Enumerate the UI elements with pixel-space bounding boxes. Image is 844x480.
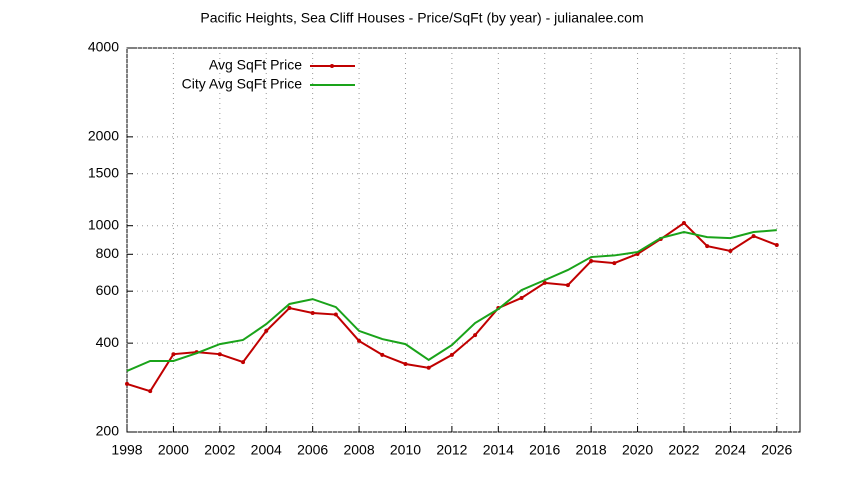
y-tick-label: 4000 [88,39,119,55]
y-tick-label: 1500 [88,164,119,180]
data-point [171,352,176,357]
data-point [612,261,617,266]
data-point [449,352,454,357]
data-point [728,248,733,253]
legend-marker [330,64,334,68]
data-point [705,244,710,249]
x-tick-label: 2024 [715,442,746,458]
data-point [264,328,269,333]
data-point [774,243,779,248]
x-tick-label: 2002 [204,442,235,458]
x-tick-label: 2000 [158,442,189,458]
x-tick-label: 2008 [343,442,374,458]
data-point [589,259,594,264]
series-line [126,229,777,372]
data-point [241,360,246,365]
data-point [681,221,686,226]
plot-border [126,47,801,433]
data-point [357,338,362,343]
data-point [426,365,431,370]
data-point [217,352,222,357]
data-point [380,352,385,357]
x-tick-label: 2014 [483,442,514,458]
data-point [473,333,478,338]
x-tick-label: 2018 [576,442,607,458]
x-tick-label: 2020 [622,442,653,458]
y-tick-label: 200 [96,423,120,439]
y-tick-label: 2000 [88,128,119,144]
data-point [751,234,756,239]
data-point [287,306,292,311]
x-tick-label: 2004 [251,442,282,458]
legend-label: City Avg SqFt Price [182,76,303,92]
chart-title: Pacific Heights, Sea Cliff Houses - Pric… [200,10,643,26]
x-tick-label: 2006 [297,442,328,458]
data-point [565,283,570,288]
y-tick-label: 800 [96,245,120,261]
legend-label: Avg SqFt Price [209,57,302,73]
x-tick-label: 2022 [668,442,699,458]
x-tick-label: 2012 [436,442,467,458]
data-point [519,295,524,300]
y-tick-label: 600 [96,282,120,298]
x-tick-label: 2010 [390,442,421,458]
data-point [333,312,338,317]
data-point [403,361,408,366]
y-tick-label: 1000 [88,216,119,232]
data-point [125,381,129,386]
x-tick-label: 1998 [111,442,142,458]
y-tick-label: 400 [96,334,120,350]
data-point [542,280,547,285]
data-point [310,311,315,316]
data-point [148,389,153,394]
x-tick-label: 2026 [761,442,792,458]
x-tick-label: 2016 [529,442,560,458]
